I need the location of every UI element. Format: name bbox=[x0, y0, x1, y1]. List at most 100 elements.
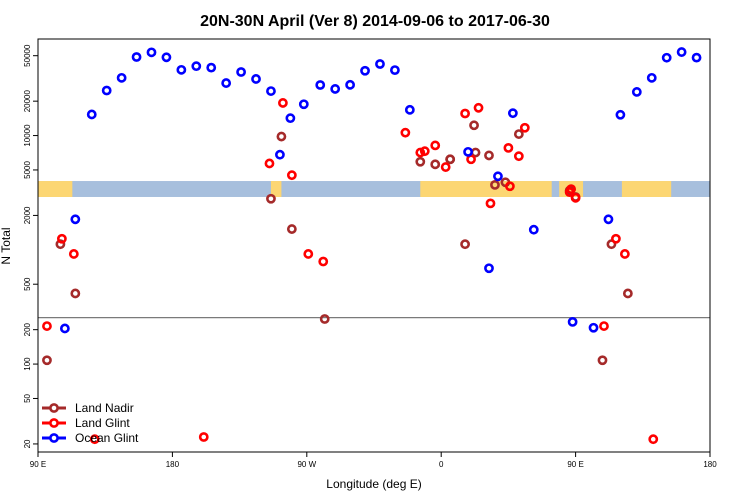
data-point bbox=[440, 162, 451, 172]
data-point bbox=[315, 80, 326, 90]
data-point bbox=[463, 146, 473, 157]
data-point bbox=[469, 120, 479, 131]
data-point bbox=[390, 65, 400, 76]
data-point bbox=[691, 52, 702, 63]
x-tick-label: 90 E bbox=[567, 460, 583, 469]
data-point bbox=[567, 316, 578, 327]
data-point bbox=[599, 321, 609, 331]
data-point bbox=[89, 434, 100, 445]
series-land-nadir bbox=[42, 120, 633, 366]
x-tick-label: 180 bbox=[703, 460, 717, 469]
data-point bbox=[493, 171, 503, 182]
y-axis-label: N Total bbox=[0, 227, 13, 264]
y-tick-label: 20000 bbox=[23, 89, 32, 112]
map-land bbox=[420, 181, 552, 197]
data-point bbox=[86, 109, 97, 120]
data-point bbox=[266, 193, 276, 204]
data-point bbox=[430, 159, 441, 170]
data-point bbox=[116, 72, 127, 83]
y-tick-label: 50 bbox=[23, 393, 32, 402]
data-point bbox=[484, 150, 494, 161]
chart-title: 20N-30N April (Ver 8) 2014-09-06 to 2017… bbox=[200, 13, 550, 30]
data-point bbox=[513, 129, 524, 139]
data-point bbox=[42, 355, 52, 366]
data-point bbox=[285, 113, 296, 124]
data-point bbox=[70, 214, 81, 225]
data-point bbox=[42, 321, 52, 331]
data-point bbox=[528, 224, 539, 235]
data-point bbox=[445, 154, 456, 165]
data-point bbox=[415, 147, 426, 158]
y-tick-label: 20 bbox=[23, 439, 32, 448]
data-point bbox=[275, 149, 285, 160]
data-point bbox=[566, 184, 577, 194]
x-tick-label: 90 W bbox=[297, 460, 316, 469]
data-point bbox=[622, 288, 633, 299]
data-point bbox=[419, 146, 430, 157]
y-tick-label: 100 bbox=[23, 357, 32, 371]
data-point bbox=[146, 47, 157, 58]
y-axis: 20 50 100 200 500 2000 5000 10000 20000 50000 bbox=[23, 44, 38, 448]
data-point bbox=[646, 72, 657, 83]
data-point bbox=[161, 52, 172, 63]
data-point bbox=[303, 249, 314, 259]
data-point bbox=[68, 249, 79, 259]
x-tick-label: 0 bbox=[439, 460, 444, 469]
data-point bbox=[619, 249, 630, 259]
data-point bbox=[519, 122, 530, 133]
data-point bbox=[131, 52, 142, 62]
x-axis-label: Longitude (deg E) bbox=[326, 477, 421, 491]
data-point bbox=[473, 102, 484, 113]
data-point bbox=[206, 62, 217, 73]
data-point bbox=[484, 263, 494, 274]
data-point bbox=[221, 78, 232, 88]
data-point bbox=[55, 239, 66, 250]
legend-marker bbox=[49, 403, 59, 413]
series-land-glint bbox=[42, 98, 659, 445]
data-point bbox=[430, 140, 441, 151]
data-point bbox=[460, 239, 470, 250]
data-point bbox=[676, 47, 687, 57]
y-tick-label: 500 bbox=[23, 277, 32, 291]
data-point bbox=[661, 52, 672, 63]
data-point bbox=[588, 322, 599, 333]
data-point bbox=[251, 74, 261, 84]
data-point bbox=[504, 181, 515, 192]
data-point bbox=[319, 314, 330, 324]
data-point bbox=[198, 432, 209, 442]
legend-marker bbox=[49, 433, 59, 443]
data-point bbox=[360, 65, 370, 76]
data-point bbox=[611, 233, 621, 244]
legend-label: Land Glint bbox=[75, 416, 130, 430]
legend-marker bbox=[49, 418, 59, 428]
data-point bbox=[460, 108, 470, 119]
data-point bbox=[615, 109, 626, 120]
data-point bbox=[404, 104, 415, 115]
data-point bbox=[603, 214, 614, 225]
data-point bbox=[298, 99, 309, 110]
data-point bbox=[466, 154, 476, 165]
data-point bbox=[507, 108, 518, 119]
data-point bbox=[375, 59, 385, 69]
data-point bbox=[570, 192, 581, 203]
legend-label: Ocean Glint bbox=[75, 431, 139, 445]
data-point bbox=[191, 61, 202, 72]
map-land bbox=[621, 181, 672, 197]
data-point bbox=[59, 323, 70, 334]
data-point bbox=[503, 142, 514, 153]
map-band bbox=[38, 181, 710, 197]
data-point bbox=[56, 233, 67, 244]
data-point bbox=[266, 86, 276, 96]
data-point bbox=[415, 156, 426, 167]
data-point bbox=[236, 67, 246, 77]
data-point bbox=[485, 198, 496, 209]
legend-label: Land Nadir bbox=[75, 401, 134, 415]
x-axis: 90 E 180 90 W 0 90 E 180 bbox=[30, 452, 717, 469]
x-tick-label: 90 E bbox=[30, 460, 46, 469]
map-land bbox=[38, 181, 73, 197]
y-tick-label: 10000 bbox=[23, 124, 32, 147]
data-points bbox=[42, 47, 702, 445]
map-land bbox=[270, 181, 282, 197]
